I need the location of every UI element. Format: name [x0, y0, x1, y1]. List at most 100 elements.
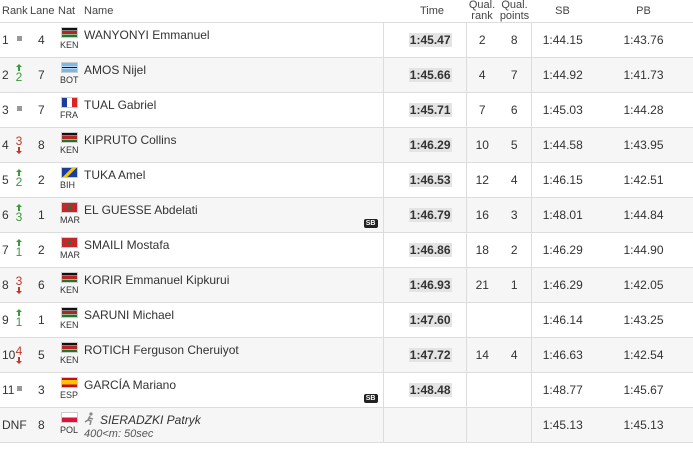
lane-cell: 1: [28, 197, 56, 233]
athlete-name: WANYONYI Emmanuel: [84, 28, 210, 42]
qual-points: 4: [510, 173, 518, 187]
rank: 1: [2, 33, 9, 47]
result-row: 1 4 KEN WANYONYI Emmanuel 1:45.47 2 8 1:44.15 1:…: [0, 22, 693, 58]
result-row: 7 1 2 MAR SMAILI Mostafa 1:46.86 18 2 1:46.29 1:4…: [0, 232, 693, 268]
rank: DNF: [2, 418, 27, 432]
qual-points: 5: [510, 138, 518, 152]
trend-arrow: [16, 169, 22, 176]
qual-points-cell: 4: [498, 162, 532, 198]
result-row: 11 3 ESP GARCÍA Mariano SB 1:48.48 1:48.77 1:45…: [0, 372, 693, 408]
column-header: Rank: [0, 0, 28, 23]
lane: 6: [38, 278, 45, 292]
lane-cell: 5: [28, 337, 56, 373]
trend-arrow: [16, 309, 22, 316]
qual-rank-cell: [466, 407, 498, 443]
trend-arrow: [16, 64, 22, 71]
trend-arrow: [16, 239, 22, 246]
qual-points-cell: [498, 302, 532, 338]
qual-points: 4: [510, 348, 518, 362]
flag: [61, 377, 78, 388]
rank-cell: 10 4: [0, 337, 28, 373]
nat-code: MAR: [60, 250, 80, 260]
flag: [61, 97, 78, 108]
table-body: 1 4 KEN WANYONYI Emmanuel 1:45.47 2 8 1:44.15 1:…: [0, 22, 693, 443]
flag: [61, 202, 78, 213]
rank: 9: [2, 313, 9, 327]
nat-cell: KEN: [56, 22, 82, 58]
season-best: 1:48.77: [542, 383, 583, 397]
name-cell: ROTICH Ferguson Cheruiyot: [82, 337, 383, 373]
pb-cell: 1:42.51: [594, 162, 693, 198]
nat-code: KEN: [60, 355, 79, 365]
result-row: 9 1 1 KEN SARUNI Michael 1:47.60 1:46.14 1:43.2…: [0, 302, 693, 338]
no-change-icon: [17, 36, 22, 41]
qual-rank: 12: [475, 173, 489, 187]
column-header: Name: [82, 0, 383, 23]
no-change-icon: [17, 106, 22, 111]
sb-badge: SB: [363, 219, 378, 228]
result-row: 3 7 FRA TUAL Gabriel 1:45.71 7 6 1:45.03 1:44.28: [0, 92, 693, 128]
column-header: Time: [383, 0, 466, 23]
sb-cell: 1:48.77: [531, 372, 594, 408]
qual-rank-cell: 7: [466, 92, 498, 128]
athlete-name: SIERADZKI Patryk: [100, 413, 201, 427]
sb-cell: 1:46.29: [531, 267, 594, 303]
pb-cell: 1:43.95: [594, 127, 693, 163]
lane: 7: [38, 103, 45, 117]
athlete-name: SARUNI Michael: [84, 308, 175, 322]
rank-change-value: 3: [15, 274, 23, 288]
time-cell: 1:47.72: [382, 337, 467, 373]
lane: 8: [38, 138, 45, 152]
trend-arrow: [16, 287, 22, 294]
nat-cell: KEN: [56, 302, 82, 338]
personal-best: 1:42.51: [623, 173, 664, 187]
nat-code: KEN: [60, 145, 79, 155]
time: 1:46.79: [408, 208, 452, 222]
qual-points-cell: 3: [498, 197, 532, 233]
rank-change-value: 1: [15, 315, 23, 329]
qual-rank-cell: 10: [466, 127, 498, 163]
name-cell: EL GUESSE Abdelati SB: [82, 197, 383, 233]
header-row: Rank Lane Nat Name Time Qual. rank Qual. point…: [0, 0, 693, 23]
qual-points-cell: [498, 407, 532, 443]
qual-points-cell: 7: [498, 57, 532, 93]
nat-code: MAR: [60, 215, 80, 225]
qual-rank-cell: [466, 372, 498, 408]
rank-change-value: 1: [15, 245, 23, 259]
lane-cell: 7: [28, 92, 56, 128]
qual-points-cell: [498, 372, 532, 408]
result-row: 6 3 1 MAR EL GUESSE Abdelati SB 1:46.79 16 3 1:48…: [0, 197, 693, 233]
nat-code: KEN: [60, 285, 79, 295]
qual-rank: 21: [475, 278, 489, 292]
sb-badge: SB: [363, 394, 378, 403]
pb-cell: 1:44.28: [594, 92, 693, 128]
athlete-name: TUKA Amel: [84, 168, 146, 182]
qual-points-cell: 1: [498, 267, 532, 303]
rank-change: 4: [14, 345, 24, 364]
rank-cell: DNF: [0, 407, 28, 443]
trend-arrow: [16, 147, 22, 154]
nat-code: POL: [60, 425, 79, 435]
nat-code: ESP: [60, 390, 79, 400]
qual-points-cell: 5: [498, 127, 532, 163]
athlete-name: ROTICH Ferguson Cheruiyot: [84, 343, 239, 357]
personal-best: 1:43.95: [623, 138, 664, 152]
pb-cell: 1:43.76: [594, 22, 693, 58]
time: 1:46.86: [408, 243, 452, 257]
athlete-name: EL GUESSE Abdelati: [84, 203, 198, 217]
season-best: 1:44.15: [542, 33, 583, 47]
sb-cell: 1:45.03: [531, 92, 594, 128]
lane-cell: 8: [28, 127, 56, 163]
qual-points: 8: [510, 33, 518, 47]
flag: [61, 272, 78, 283]
rank-cell: 1: [0, 22, 28, 58]
flag: [61, 62, 78, 73]
flag: [61, 307, 78, 318]
rank: 8: [2, 278, 9, 292]
lane-cell: 8: [28, 407, 56, 443]
lane-cell: 2: [28, 162, 56, 198]
lane: 3: [38, 383, 45, 397]
